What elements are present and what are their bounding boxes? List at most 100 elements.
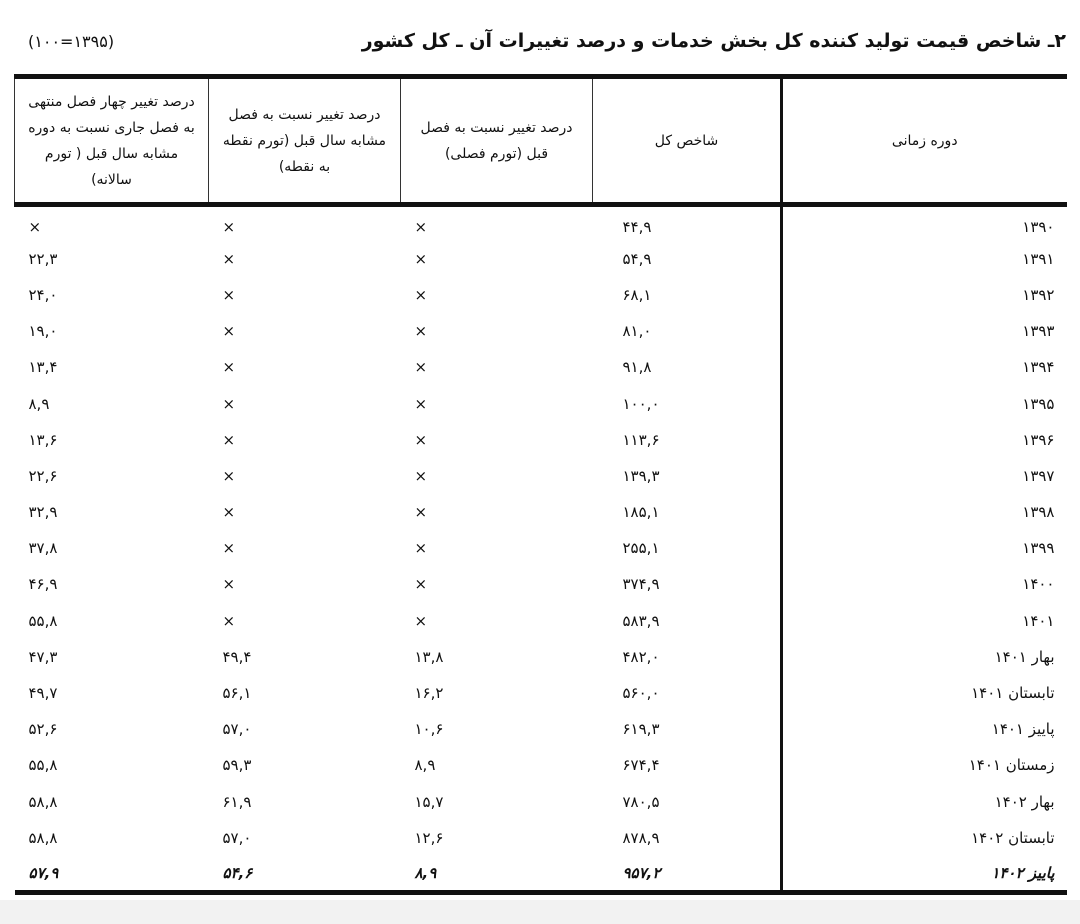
cell-annual-change: ۵۲,۶: [28, 720, 58, 739]
cell-quarterly-change: ×: [414, 466, 428, 485]
cell-period: بهار ۱۴۰۱: [780, 638, 1067, 675]
cell-yoy-change: ×: [222, 466, 236, 485]
cell-total-index: ۲۵۵,۱: [622, 539, 660, 558]
header-quarterly-change: درصد تغییر نسبت به فصل قبل (تورم فصلی): [400, 76, 593, 205]
cell-quarterly-change: ×: [414, 503, 428, 522]
cell-yoy-change: ۴۹,۴: [222, 647, 252, 666]
cell-quarterly-change: ×: [414, 322, 428, 341]
cell-quarterly-change: ×: [414, 575, 428, 594]
cell-yoy-change: ×: [222, 430, 236, 449]
table-row: ۱۳۹۵ ۱۰۰,۰ × × ۸,۹: [15, 385, 1067, 422]
cell-total-index: ۷۸۰,۵: [622, 792, 660, 811]
cell-quarterly-change: ×: [414, 358, 428, 377]
cell-annual-change: ۵۷,۹: [28, 863, 59, 882]
cell-period: پاییز ۱۴۰۱: [780, 711, 1067, 748]
cell-annual-change: ۵۸,۸: [28, 792, 58, 811]
cell-quarterly-change: ×: [414, 285, 428, 304]
table-row: پاییز ۱۴۰۱ ۶۱۹,۳ ۱۰,۶ ۵۷,۰ ۵۲,۶: [15, 711, 1067, 748]
cell-period: ۱۳۹۲: [780, 276, 1067, 314]
cell-period: ۱۳۹۹: [780, 530, 1067, 567]
cell-quarterly-change: ۱۲,۶: [414, 828, 444, 847]
table-title: ۲ـ شاخص قیمت تولید کننده کل بخش خدمات و …: [361, 30, 1066, 52]
cell-yoy-change: ۵۷,۰: [222, 828, 252, 847]
cell-total-index: ۱۳۹,۳: [622, 466, 660, 485]
cell-period: ۱۳۹۷: [780, 457, 1067, 494]
cell-yoy-change: ×: [222, 503, 236, 522]
cell-total-index: ۴۴,۹: [622, 218, 652, 237]
cell-yoy-change: ×: [222, 285, 236, 304]
cell-quarterly-change: ۱۰,۶: [414, 720, 444, 739]
cell-yoy-change: ×: [222, 539, 236, 558]
header-row: دوره زمانی شاخص کل درصد تغییر نسبت به فص…: [14, 76, 1067, 205]
cell-quarterly-change: ۱۳,۸: [414, 647, 444, 666]
cell-annual-change: ۲۴,۰: [28, 285, 58, 304]
cell-annual-change: ۱۹,۰: [28, 322, 58, 341]
cell-yoy-change: ۵۷,۰: [222, 720, 252, 739]
table-row: بهار ۱۴۰۲ ۷۸۰,۵ ۱۵,۷ ۶۱,۹ ۵۸,۸: [15, 783, 1067, 820]
cell-yoy-change: ×: [222, 322, 236, 341]
cell-total-index: ۱۱۳,۶: [622, 430, 660, 449]
table-row: ۱۳۹۳ ۸۱,۰ × × ۱۹,۰: [15, 313, 1067, 350]
table-row: ۱۳۹۹ ۲۵۵,۱ × × ۳۷,۸: [15, 530, 1067, 567]
cell-annual-change: ×: [28, 218, 42, 237]
cell-yoy-change: ×: [222, 575, 236, 594]
cell-yoy-change: ×: [222, 249, 236, 268]
cell-quarterly-change: ۸,۹: [414, 756, 436, 775]
cell-period: تابستان ۱۴۰۲: [780, 819, 1067, 856]
cell-total-index: ۶۸,۱: [622, 285, 652, 304]
cell-total-index: ۳۷۴,۹: [622, 575, 660, 594]
cell-total-index: ۵۴,۹: [622, 249, 652, 268]
cell-period: ۱۴۰۱: [780, 602, 1067, 639]
cell-total-index: ۹۵۷,۲: [622, 863, 661, 882]
ppi-services-table: دوره زمانی شاخص کل درصد تغییر نسبت به فص…: [14, 74, 1067, 895]
table-row: پاییز ۱۴۰۲ ۹۵۷,۲ ۸,۹ ۵۴,۶ ۵۷,۹: [15, 855, 1067, 893]
cell-period: ۱۳۹۵: [780, 385, 1067, 422]
cell-period: ۱۳۹۸: [780, 494, 1067, 531]
cell-total-index: ۶۷۴,۴: [622, 756, 660, 775]
table-row: ۱۳۹۷ ۱۳۹,۳ × × ۲۲,۶: [15, 457, 1067, 494]
cell-period: ۱۴۰۰: [780, 566, 1067, 603]
cell-quarterly-change: ۱۶,۲: [414, 684, 444, 703]
cell-period: ۱۳۹۶: [780, 421, 1067, 458]
header-yoy-change: درصد تغییر نسبت به فصل مشابه سال قبل (تو…: [208, 76, 401, 205]
table-row: ۱۴۰۱ ۵۸۳,۹ × × ۵۵,۸: [15, 602, 1067, 639]
cell-quarterly-change: ×: [414, 218, 428, 237]
header-total-index: شاخص کل: [592, 76, 782, 205]
cell-annual-change: ۳۲,۹: [28, 503, 58, 522]
cell-yoy-change: ×: [222, 611, 236, 630]
cell-total-index: ۱۸۵,۱: [622, 503, 660, 522]
cell-total-index: ۴۸۲,۰: [622, 647, 660, 666]
cell-annual-change: ۴۹,۷: [28, 684, 58, 703]
table-row: تابستان ۱۴۰۱ ۵۶۰,۰ ۱۶,۲ ۵۶,۱ ۴۹,۷: [15, 674, 1067, 712]
cell-total-index: ۵۶۰,۰: [622, 684, 660, 703]
cell-quarterly-change: ×: [414, 394, 428, 413]
cell-annual-change: ۴۶,۹: [28, 575, 58, 594]
cell-quarterly-change: ×: [414, 430, 428, 449]
cell-quarterly-change: ۸,۹: [414, 863, 437, 882]
cell-period: ۱۳۹۴: [780, 349, 1067, 386]
cell-annual-change: ۱۳,۶: [28, 430, 58, 449]
cell-annual-change: ۵۵,۸: [28, 611, 58, 630]
cell-period: بهار ۱۴۰۲: [780, 783, 1067, 820]
cell-total-index: ۱۰۰,۰: [622, 394, 660, 413]
cell-annual-change: ۱۳,۴: [28, 358, 58, 377]
table-row: ۱۳۹۴ ۹۱,۸ × × ۱۳,۴: [15, 349, 1067, 386]
table-row: ۱۳۹۰ ۴۴,۹ × × ×: [15, 204, 1067, 241]
cell-annual-change: ۲۲,۳: [28, 249, 58, 268]
cell-total-index: ۶۱۹,۳: [622, 720, 660, 739]
base-year-note: (۱۳۹۵=۱۰۰): [28, 32, 115, 51]
table-row: ۱۴۰۰ ۳۷۴,۹ × × ۴۶,۹: [15, 566, 1067, 603]
header-period: دوره زمانی: [780, 76, 1067, 205]
cell-quarterly-change: ۱۵,۷: [414, 792, 444, 811]
cell-annual-change: ۵۸,۸: [28, 828, 58, 847]
header-annual-change: درصد تغییر چهار فصل منتهی به فصل جاری نس…: [14, 76, 209, 205]
cell-period: تابستان ۱۴۰۱: [780, 674, 1067, 712]
cell-total-index: ۸۷۸,۹: [622, 828, 660, 847]
cell-total-index: ۹۱,۸: [622, 358, 652, 377]
cell-annual-change: ۸,۹: [28, 394, 50, 413]
cell-annual-change: ۵۵,۸: [28, 756, 58, 775]
cell-annual-change: ۲۲,۶: [28, 466, 58, 485]
cell-yoy-change: ۵۹,۳: [222, 756, 252, 775]
cell-annual-change: ۴۷,۳: [28, 647, 58, 666]
cell-period: ۱۳۹۰: [780, 204, 1067, 241]
